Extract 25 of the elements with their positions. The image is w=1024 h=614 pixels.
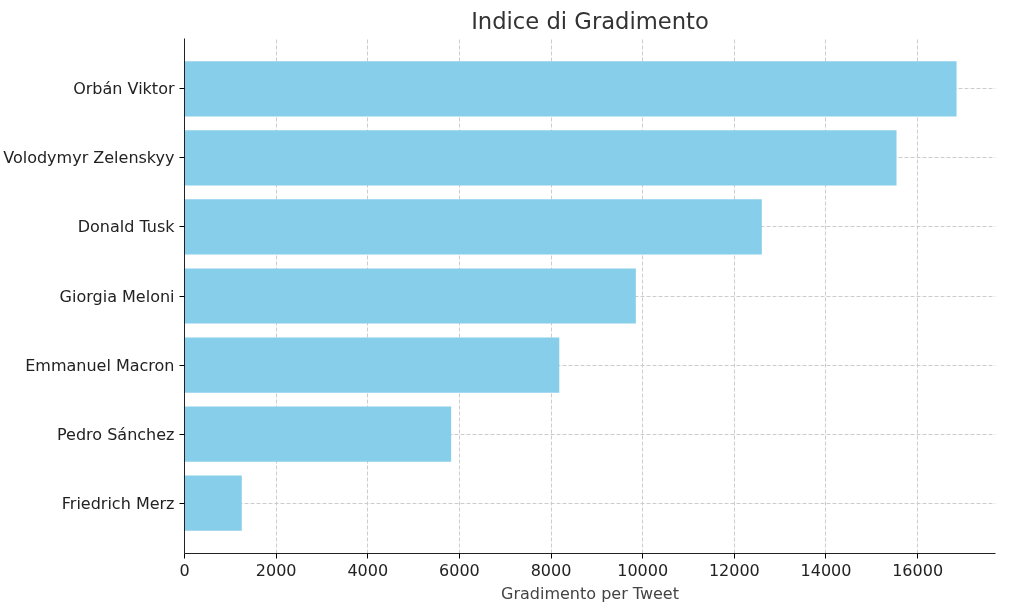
x-tick-label: 6000 (439, 560, 480, 580)
y-tick-label: Volodymyr Zelenskyy (3, 148, 175, 168)
y-tick-label: Orbán Viktor (73, 79, 175, 99)
y-tick-label: Pedro Sánchez (57, 424, 175, 444)
bar (184, 406, 452, 462)
x-tick-label: 2000 (255, 560, 297, 580)
x-tick-label: 14000 (800, 560, 852, 580)
bar (184, 61, 957, 117)
x-axis-title: Gradimento per Tweet (501, 583, 679, 603)
x-tick-label: 8000 (530, 560, 572, 580)
chart-title: Indice di Gradimento (471, 7, 709, 34)
y-tick-label: Donald Tusk (77, 217, 176, 237)
x-tick-label: 16000 (892, 560, 944, 580)
x-tick-label: 12000 (708, 560, 760, 580)
bar (184, 199, 762, 255)
bar (184, 130, 897, 186)
y-tick-label: Friedrich Merz (61, 493, 175, 513)
x-tick-label: 0 (179, 560, 190, 580)
x-tick-label: 4000 (347, 560, 389, 580)
bar (184, 337, 560, 393)
x-tick-label: 10000 (617, 560, 669, 580)
y-tick-label: Giorgia Meloni (59, 286, 175, 306)
bar (184, 268, 636, 324)
y-tick-label: Emmanuel Macron (25, 355, 175, 375)
bar (184, 475, 242, 531)
